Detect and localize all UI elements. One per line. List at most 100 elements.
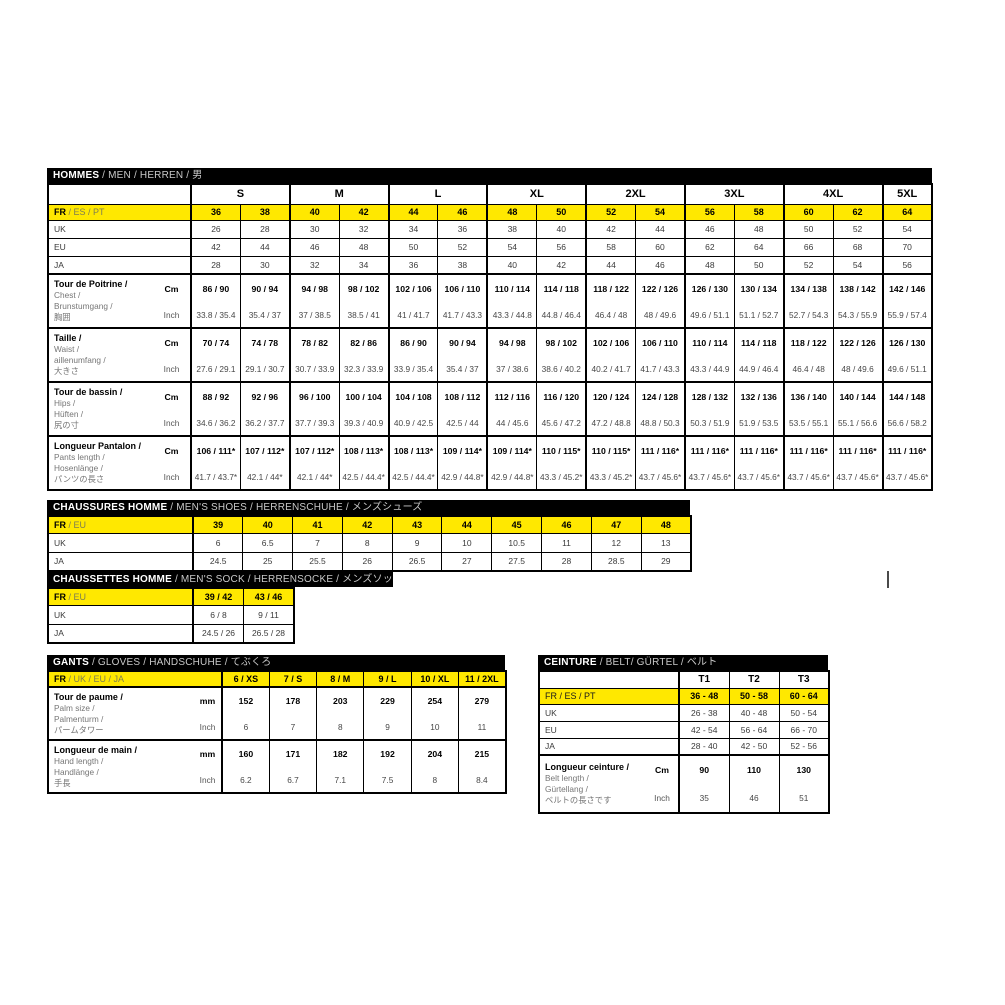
eu-size-value: 42 bbox=[189, 237, 241, 257]
unit-inch: Inch bbox=[194, 767, 223, 794]
chest-cm-value: 102 / 106 bbox=[387, 273, 439, 302]
chest-inch-value: 43.3 / 44.8 bbox=[486, 302, 538, 329]
size-group: 3XL bbox=[683, 183, 785, 205]
label-de: Gürtellang / bbox=[545, 784, 588, 794]
shoe-uk-size: 7 bbox=[292, 532, 343, 553]
pants-cm-value: 108 / 113* bbox=[338, 435, 390, 464]
chest-cm-value: 106 / 110 bbox=[437, 273, 488, 302]
label-fr: Tour de paume / bbox=[54, 691, 123, 702]
waist-cm-value: 90 / 94 bbox=[437, 327, 488, 356]
palm-mm-value: 279 bbox=[457, 686, 507, 714]
unit-inch: Inch bbox=[194, 714, 223, 741]
label-de: Palmenturm / bbox=[54, 713, 104, 724]
ja-size-value: 42 bbox=[536, 255, 587, 275]
chest-cm-value: 138 / 142 bbox=[832, 273, 884, 302]
label-ja: ベルトの長さです bbox=[545, 795, 612, 805]
section-title: CHAUSSETTES HOMME bbox=[53, 574, 172, 585]
row-label: UK bbox=[47, 219, 191, 239]
label-en: Waist / bbox=[54, 344, 80, 354]
size-group: 5XL bbox=[881, 183, 933, 205]
shoe-uk-size: 6.5 bbox=[242, 532, 294, 553]
glove-size: 9 / L bbox=[363, 670, 412, 688]
unit-inch: Inch bbox=[153, 410, 192, 437]
waist-inch-value: 38.6 / 40.2 bbox=[536, 356, 587, 383]
fr-size-value: 56 bbox=[683, 203, 735, 221]
row-label: EU bbox=[538, 720, 679, 739]
pants-cm-value: 106 / 111* bbox=[189, 435, 241, 464]
waist-cm-value: 78 / 82 bbox=[288, 327, 340, 356]
label-fr: Longueur ceinture / bbox=[545, 762, 630, 772]
hips-inch-value: 45.6 / 47.2 bbox=[536, 410, 587, 437]
chest-inch-value: 55.9 / 57.4 bbox=[881, 302, 933, 329]
fr-size-value: 50 bbox=[536, 203, 587, 221]
eu-size-value: 52 bbox=[437, 237, 488, 257]
chest-cm-value: 118 / 122 bbox=[585, 273, 637, 302]
waist-cm-value: 110 / 114 bbox=[683, 327, 735, 356]
size-group: XL bbox=[486, 183, 587, 205]
belt-uk-range: 40 - 48 bbox=[728, 703, 780, 722]
waist-inch-value: 35.4 / 37 bbox=[437, 356, 488, 383]
hips-inch-value: 50.3 / 51.9 bbox=[683, 410, 735, 437]
hips-inch-value: 48.8 / 50.3 bbox=[635, 410, 686, 437]
unit-cm: Cm bbox=[153, 273, 192, 302]
pants-inch-value: 42.9 / 44.8* bbox=[486, 464, 538, 491]
row-label: FR / UK / EU / JA bbox=[47, 670, 223, 688]
row-label: FR / EU bbox=[47, 515, 193, 534]
hips-cm-value: 140 / 144 bbox=[832, 381, 884, 410]
palm-mm-row: Tour de paume / Palm size / Palmenturm /… bbox=[47, 686, 507, 740]
hips-cm-value: 88 / 92 bbox=[189, 381, 241, 410]
fr-size-value: 62 bbox=[832, 203, 884, 221]
label-fr: Tour de Poitrine / bbox=[54, 279, 128, 289]
fr-size-value: 54 bbox=[635, 203, 686, 221]
row-label-primary: FR bbox=[54, 519, 66, 530]
row-label: JA bbox=[538, 737, 679, 756]
uk-size-value: 28 bbox=[239, 219, 291, 239]
ja-row: JA 24.5 / 26 26.5 / 28 bbox=[47, 623, 295, 644]
shoe-ja-size: 25 bbox=[242, 551, 294, 572]
mens-section-title-bar: HOMMES / MEN / HERREN / 男 bbox=[47, 168, 932, 183]
chest-inch-value: 48 / 49.6 bbox=[635, 302, 686, 329]
label-en: Chest / bbox=[54, 290, 81, 300]
pants-inch-value: 43.7 / 45.6* bbox=[832, 464, 884, 491]
fr-size-value: 42 bbox=[338, 203, 390, 221]
shoe-uk-size: 10 bbox=[441, 532, 493, 553]
ja-row: JA 24.5 25 25.5 26 26.5 27 27.5 28 28.5 29 bbox=[47, 551, 692, 572]
palm-inch-value: 8 bbox=[316, 714, 365, 741]
glove-size: 11 / 2XL bbox=[457, 670, 507, 688]
eu-size-value: 66 bbox=[782, 237, 834, 257]
pants-cm-value: 108 / 113* bbox=[387, 435, 439, 464]
pants-inch-value: 43.3 / 45.2* bbox=[536, 464, 587, 491]
hand-mm-value: 171 bbox=[268, 739, 318, 767]
palm-inch-value: 7 bbox=[268, 714, 318, 741]
shoe-fr-size: 43 bbox=[391, 515, 443, 534]
measurement-label: Longueur Pantalon / Pants length / Hosen… bbox=[47, 435, 153, 490]
shoe-uk-size: 10.5 bbox=[491, 532, 543, 553]
chest-cm-value: 110 / 114 bbox=[486, 273, 538, 302]
belt-size-col: T2 bbox=[728, 670, 780, 689]
eu-size-value: 56 bbox=[536, 237, 587, 257]
uk-size-value: 48 bbox=[733, 219, 785, 239]
chest-inch-value: 41.7 / 43.3 bbox=[437, 302, 488, 329]
hips-cm-value: 132 / 136 bbox=[733, 381, 785, 410]
palm-mm-value: 203 bbox=[316, 686, 365, 714]
hips-cm-value: 92 / 96 bbox=[239, 381, 291, 410]
measurement-label: Taille / Waist / aillenumfang / 大きさ bbox=[47, 327, 153, 382]
chest-cm-value: 90 / 94 bbox=[239, 273, 291, 302]
shoe-fr-size: 40 bbox=[242, 515, 294, 534]
belt-length-inch-value: 51 bbox=[778, 784, 830, 814]
belt-size-col: T3 bbox=[778, 670, 830, 689]
waist-inch-value: 33.9 / 35.4 bbox=[387, 356, 439, 383]
label-en: Hand length / bbox=[54, 755, 104, 766]
chest-inch-value: 49.6 / 51.1 bbox=[683, 302, 735, 329]
pants-inch-value: 43.3 / 45.2* bbox=[585, 464, 637, 491]
size-group: 2XL bbox=[585, 183, 686, 205]
chest-cm-row: Tour de Poitrine / Chest / Brunstumgang … bbox=[47, 273, 933, 328]
measurement-label: Tour de Poitrine / Chest / Brunstumgang … bbox=[47, 273, 153, 328]
hips-cm-row: Tour de bassin / Hips / Hüften / 尻の寸 Cm … bbox=[47, 381, 933, 436]
label-de: Brunstumgang / bbox=[54, 301, 113, 311]
pants-inch-value: 42.1 / 44* bbox=[288, 464, 340, 491]
shoe-ja-size: 27 bbox=[441, 551, 493, 572]
eu-size-value: 62 bbox=[683, 237, 735, 257]
pants-inch-value: 43.7 / 45.6* bbox=[782, 464, 834, 491]
